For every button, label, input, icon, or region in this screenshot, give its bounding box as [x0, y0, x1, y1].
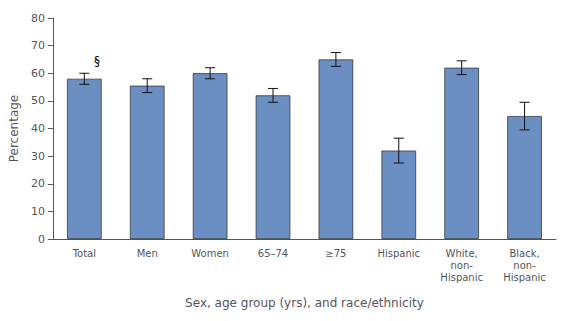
svg-text:20: 20	[31, 177, 45, 190]
svg-text:non-: non-	[513, 260, 536, 271]
svg-text:non-: non-	[450, 260, 473, 271]
svg-text:40: 40	[31, 122, 45, 135]
svg-text:Hispanic: Hispanic	[440, 272, 483, 283]
svg-text:60: 60	[31, 67, 45, 80]
svg-text:Hispanic: Hispanic	[503, 272, 546, 283]
svg-text:50: 50	[31, 94, 45, 107]
svg-text:0: 0	[38, 233, 45, 246]
svg-text:10: 10	[31, 205, 45, 218]
svg-text:Black,: Black,	[509, 248, 539, 259]
svg-text:65–74: 65–74	[258, 248, 288, 259]
svg-text:§: §	[94, 54, 100, 68]
svg-text:Total: Total	[72, 248, 96, 259]
svg-text:Percentage: Percentage	[7, 95, 21, 163]
svg-text:White,: White,	[446, 248, 478, 259]
svg-text:30: 30	[31, 150, 45, 163]
svg-text:≥75: ≥75	[325, 248, 346, 259]
svg-text:70: 70	[31, 39, 45, 52]
svg-text:80: 80	[31, 12, 45, 25]
svg-text:Hispanic: Hispanic	[377, 248, 420, 259]
svg-text:Men: Men	[137, 248, 158, 259]
svg-text:Women: Women	[191, 248, 229, 259]
svg-text:Sex, age group (yrs), and race: Sex, age group (yrs), and race/ethnicity	[185, 296, 424, 310]
